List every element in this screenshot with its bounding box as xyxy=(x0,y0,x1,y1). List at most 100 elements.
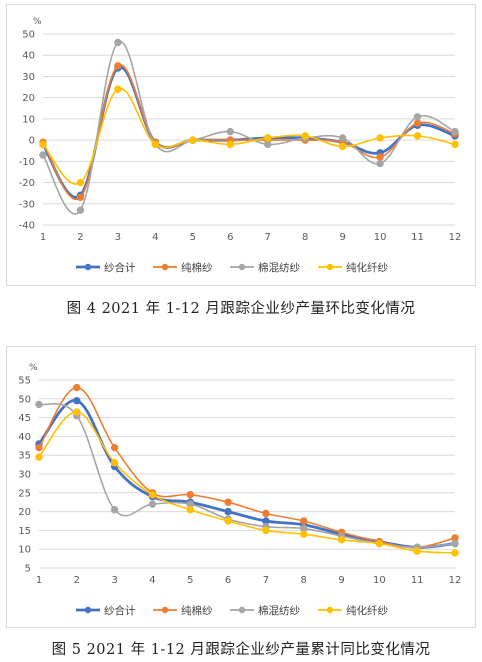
chart2-legend-swatch-marker xyxy=(238,606,246,614)
chart1-legend-label: 棉混纺纱 xyxy=(258,261,300,274)
chart1-series-point-3 xyxy=(413,113,422,121)
chart2-x-tick-label: 2 xyxy=(74,575,80,586)
chart1-x-tick-label: 1 xyxy=(40,232,46,243)
chart2-x-tick-label: 9 xyxy=(338,575,344,586)
chart2-y-tick-label: 10 xyxy=(18,545,31,556)
chart1-legend-item-4: 纯化纤纱 xyxy=(318,261,388,274)
chart2-series-point-4 xyxy=(73,408,81,416)
chart2-legend-item-2: 纯棉纱 xyxy=(153,604,213,617)
chart2-x-tick-label: 8 xyxy=(301,575,307,586)
chart2-series-point-3 xyxy=(35,400,43,409)
chart2-x-tick-label: 5 xyxy=(187,575,193,586)
chart2-series-point-4 xyxy=(300,530,308,538)
chart1-series-point-4 xyxy=(189,136,197,144)
chart1-series-point-4 xyxy=(301,132,309,140)
chart1-series-point-3 xyxy=(76,206,85,214)
chart1-series-point-3 xyxy=(264,140,272,149)
chart2-y-tick-label: 40 xyxy=(18,432,31,443)
chart1-y-tick-label: -40 xyxy=(19,221,35,232)
chart1-series-point-4 xyxy=(264,134,272,142)
chart2-series-point-1 xyxy=(224,507,232,516)
chart1-series-point-3 xyxy=(114,38,122,47)
chart2-y-tick-label: 45 xyxy=(18,413,31,424)
chart1-unit-label: % xyxy=(33,17,42,27)
chart1-x-tick-label: 7 xyxy=(265,232,271,243)
chart1-x-tick-label: 5 xyxy=(190,232,196,243)
chart1-series-line-3 xyxy=(42,40,456,215)
chart1-series-point-4 xyxy=(39,140,47,149)
chart1-series-point-2 xyxy=(413,119,422,127)
chart2-legend-label: 纯棉纱 xyxy=(181,604,213,617)
chart2-legend-swatch-marker xyxy=(84,606,92,614)
chart1-series-point-4 xyxy=(151,140,160,149)
chart2-series-point-4 xyxy=(110,459,119,467)
chart2-y-tick-label: 5 xyxy=(25,564,31,575)
chart2-y-tick-label: 25 xyxy=(18,488,31,499)
chart1-legend-swatch-marker xyxy=(326,263,334,271)
chart2-series-point-4 xyxy=(224,517,232,525)
chart2-series-point-4 xyxy=(186,506,194,514)
chart2-series-point-2 xyxy=(224,498,232,506)
chart1-x-tick-label: 9 xyxy=(339,232,345,243)
chart2-series-point-4 xyxy=(451,549,459,557)
chart1-series-point-3 xyxy=(338,134,347,142)
chart2-x-tick-label: 1 xyxy=(36,575,42,586)
chart1-series-point-2 xyxy=(114,62,122,70)
figure-4-caption: 图 4 2021 年 1-12 月跟踪企业纱产量环比变化情况 xyxy=(66,301,416,317)
chart2-y-tick-label: 35 xyxy=(18,451,31,462)
chart1-legend-item-1: 纱合计 xyxy=(76,261,136,274)
chart1-series-point-3 xyxy=(226,127,234,136)
chart1-legend-item-2: 纯棉纱 xyxy=(153,261,213,274)
chart1-series-point-4 xyxy=(76,178,85,187)
chart1-x-tick-label: 6 xyxy=(227,232,233,243)
chart1-series-point-4 xyxy=(114,85,122,93)
chart2-unit-label: % xyxy=(29,363,38,373)
chart2-legend-swatch-marker xyxy=(326,606,334,614)
chart2-legend-item-3: 棉混纺纱 xyxy=(230,604,300,617)
chart2-series-point-4 xyxy=(337,536,346,544)
chart-year-on-year: % 5 10 15 20 25 30 35 40 45 50 55 1 2 3 4 5 6 7 8 9 10 11 12 纱合计… xyxy=(6,346,476,628)
chart1-legend-label: 纯化纤纱 xyxy=(346,261,388,274)
chart1-y-tick-label: 50 xyxy=(22,30,35,41)
chart1-x-tick-label: 4 xyxy=(152,232,158,243)
chart1-series-point-4 xyxy=(338,142,347,151)
chart2-legend-swatch-marker xyxy=(161,606,169,614)
chart1-series-point-3 xyxy=(376,159,384,168)
chart1-y-tick-label: 30 xyxy=(22,72,35,83)
chart1-x-tick-label: 8 xyxy=(302,232,308,243)
chart1-series-point-3 xyxy=(39,151,47,159)
chart2-legend-item-1: 纱合计 xyxy=(76,604,136,617)
chart2-series-point-4 xyxy=(35,453,43,461)
chart1-legend-label: 纯棉纱 xyxy=(181,261,213,274)
chart-month-on-month: % -40 -30 -20 -10 0 10 20 30 40 50 1 2 3 4 5 6 7 8 9 10 11 12 纱… xyxy=(6,4,476,286)
chart2-y-tick-label: 30 xyxy=(18,470,31,481)
chart2-x-tick-label: 6 xyxy=(225,575,231,586)
chart1-x-tick-label: 2 xyxy=(77,232,83,243)
chart2-series-point-4 xyxy=(148,490,157,499)
chart2-x-tick-label: 10 xyxy=(373,575,386,586)
chart2-series-point-1 xyxy=(73,396,81,405)
chart2-y-tick-label: 15 xyxy=(18,526,31,537)
chart1-x-tick-label: 10 xyxy=(374,232,387,243)
chart1-legend-swatch-marker xyxy=(84,263,92,271)
chart2-x-tick-label: 11 xyxy=(411,575,424,586)
chart2-legend-label: 棉混纺纱 xyxy=(258,604,300,617)
chart1-x-tick-label: 3 xyxy=(115,232,121,243)
chart2-series-point-2 xyxy=(262,509,270,518)
chart2-series-point-4 xyxy=(413,547,421,555)
chart1-series-point-4 xyxy=(226,140,234,149)
chart1-legend-label: 纱合计 xyxy=(104,261,136,274)
chart1-legend-swatch-marker xyxy=(238,263,246,271)
chart2-series-point-2 xyxy=(186,490,194,499)
chart1-y-tick-label: -10 xyxy=(19,157,35,168)
chart2-x-tick-label: 12 xyxy=(449,575,462,586)
chart2-x-tick-label: 3 xyxy=(111,575,117,586)
chart2-series-point-3 xyxy=(148,500,157,508)
chart1-legend-item-3: 棉混纺纱 xyxy=(230,261,300,274)
chart2-series-point-2 xyxy=(35,443,43,452)
chart1-y-tick-label: 10 xyxy=(22,114,35,125)
chart2-series-point-4 xyxy=(375,539,384,548)
chart2-legend-label: 纱合计 xyxy=(104,604,136,617)
chart2-x-tick-label: 7 xyxy=(263,575,269,586)
